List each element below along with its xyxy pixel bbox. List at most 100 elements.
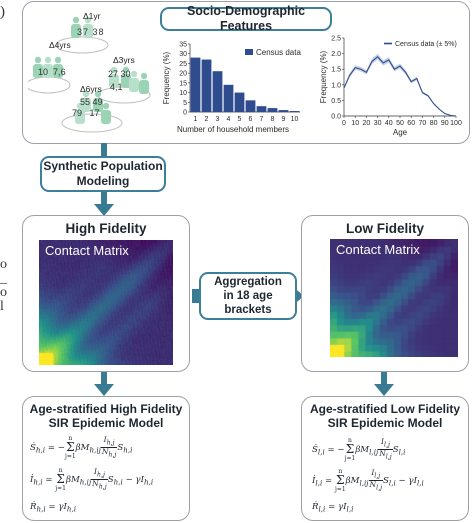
high-sir-title-line2: SIR Epidemic Model — [48, 416, 164, 430]
ages-household-3: 27 30 — [108, 69, 131, 79]
ages-household-3b: 4,1 — [110, 82, 123, 92]
age-value: 7 — [53, 67, 59, 77]
person-head — [76, 102, 84, 110]
person-body — [109, 74, 119, 88]
person-body — [129, 78, 139, 92]
line-band — [344, 53, 456, 116]
bar-ytick-label: 30 — [179, 51, 187, 58]
age-value: 37 — [77, 27, 90, 37]
socio-title-box: Socio-Demographic Features — [160, 4, 332, 33]
bar — [201, 59, 212, 112]
age-value: 30 — [120, 69, 131, 79]
household-label-1: Δ1yr — [83, 11, 101, 21]
bar-xtick-label: 9 — [282, 116, 286, 123]
low-sir-title-line1: Age-stratified Low Fidelity — [309, 402, 460, 416]
person-head — [130, 70, 138, 78]
low-eq-r: Ṙl,i = γIl,i — [312, 502, 354, 514]
high-matrix-label: Contact Matrix — [45, 243, 129, 258]
high-sir-title-line1: Age-stratified High Fidelity — [29, 402, 183, 416]
line-xtick-label: 0 — [342, 120, 346, 127]
line-xtick-label: 70 — [419, 120, 427, 127]
line-xtick-label: 90 — [441, 120, 449, 127]
person-head — [102, 102, 110, 110]
bar-legend-label: Census data — [256, 48, 301, 57]
aggregation-line1: Aggregation — [214, 276, 282, 288]
person-head — [34, 56, 42, 64]
bar-ytick-label: 20 — [179, 71, 187, 78]
bar — [278, 110, 289, 112]
line-ytick-label: 0.5 — [331, 98, 341, 105]
bar-ytick-label: 35 — [179, 42, 187, 49]
high-fidelity-heatmap — [39, 240, 173, 365]
person-head — [82, 90, 90, 98]
high-sir-model-panel — [22, 396, 190, 521]
person-body — [121, 74, 131, 88]
arrow-low-to-model — [374, 372, 394, 396]
bar-xtick-label: 10 — [291, 116, 299, 123]
bar-ytick-label: 25 — [179, 61, 187, 68]
person-body — [101, 110, 111, 124]
bar-xtick-label: 6 — [249, 116, 253, 123]
bar-ytick-label: 10 — [179, 90, 187, 97]
aggregation-line2: in 18 age — [223, 290, 273, 302]
panel-letter-fragment: ) — [0, 4, 5, 20]
line-ytick-label: 2.0 — [331, 51, 341, 58]
bar-xtick-label: 1 — [194, 116, 198, 123]
line-xlabel: Age — [393, 128, 408, 137]
person-body — [83, 24, 93, 38]
ages-household-1: 37 38 — [77, 27, 105, 37]
bar-legend-swatch — [245, 49, 253, 55]
socio-title: Socio-Demographic Features — [186, 4, 306, 33]
person-body — [43, 64, 53, 78]
bar — [234, 92, 245, 112]
line-xtick-label: 10 — [351, 120, 359, 127]
person-head — [54, 56, 62, 64]
synthetic-line2: Modeling — [76, 174, 130, 188]
person-head — [72, 16, 80, 24]
synthetic-population-box: Synthetic Population Modeling — [40, 156, 166, 192]
bar — [267, 108, 278, 112]
bar-xtick-label: 4 — [227, 116, 231, 123]
ages-household-4b: 79 17 — [72, 108, 100, 118]
household-label-2: Δ4yrs — [49, 40, 71, 50]
age-value: 49 — [92, 97, 103, 107]
bar — [190, 57, 201, 112]
bar-xtick-label: 2 — [205, 116, 209, 123]
low-sir-title: Age-stratified Low Fidelity SIR Epidemic … — [301, 402, 469, 430]
bar-ytick-label: 0 — [183, 110, 187, 117]
person-body — [93, 98, 103, 112]
households-illustration — [25, 3, 160, 139]
left-edge-fragment: o _ o l — [0, 257, 7, 314]
person-head — [94, 90, 102, 98]
line-xtick-label: 50 — [396, 120, 404, 127]
line-xtick-label: 80 — [430, 120, 438, 127]
line-ytick-label: 0.0 — [331, 114, 341, 121]
aggregation-line3: brackets — [224, 304, 272, 316]
person-head — [122, 66, 130, 74]
line-ytick-label: 1.0 — [331, 82, 341, 89]
person-body — [81, 98, 91, 112]
line-xtick-label: 40 — [385, 120, 393, 127]
line-series — [343, 55, 457, 117]
high-fidelity-contact-matrix: Contact Matrix — [39, 240, 173, 365]
age-value: 38 — [92, 27, 105, 37]
person-head — [140, 72, 148, 80]
line-xtick-label: 30 — [374, 120, 382, 127]
bar — [212, 71, 223, 112]
person-body — [33, 64, 43, 78]
bar-ytick-label: 15 — [179, 80, 187, 87]
line-ytick-label: 2.5 — [331, 36, 341, 43]
age-value: 4 — [110, 82, 116, 92]
low-matrix-label: Contact Matrix — [336, 242, 420, 257]
low-sir-title-line2: SIR Epidemic Model — [327, 416, 443, 430]
person-body — [53, 64, 63, 78]
ages-household-4: 55 49 — [80, 97, 103, 107]
age-distribution-chart: 0.0 0.5 1.0 1.5 2.0 2.5 0 10 20 30 40 50 60 70 80 90 100… — [319, 36, 462, 138]
line-ylabel: Frequency (%) — [319, 50, 328, 103]
age-value: 1 — [117, 82, 123, 92]
bar — [256, 106, 267, 112]
synthetic-line1: Synthetic Population — [43, 159, 163, 173]
